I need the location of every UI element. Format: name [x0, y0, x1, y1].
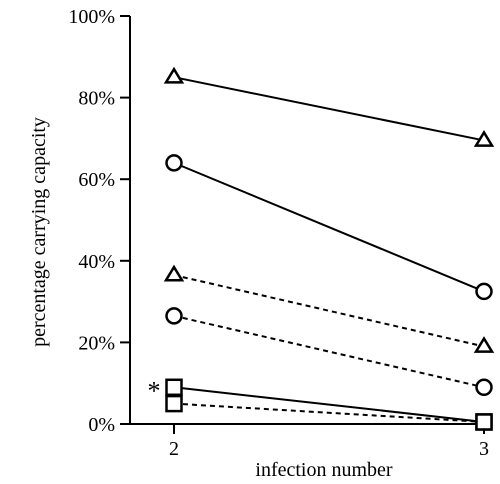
- y-tick-label: 20%: [78, 332, 115, 354]
- y-ticks: 0% 20% 40% 60% 80% 100%: [68, 6, 130, 436]
- series-line: [173, 76, 485, 142]
- series-line: [173, 274, 485, 348]
- triangle-marker: [473, 130, 495, 147]
- series-line: [173, 161, 485, 293]
- square-marker: [475, 413, 493, 431]
- annotations: *: [148, 376, 161, 405]
- triangle-marker: [473, 336, 495, 353]
- series-4: [165, 378, 493, 431]
- series-1: [165, 154, 493, 301]
- series-layer: [163, 66, 495, 431]
- y-tick-label: 40%: [78, 251, 115, 273]
- y-axis-title: percentage carrying capacity: [28, 117, 50, 347]
- circle-marker: [475, 282, 493, 301]
- series-0: [163, 66, 495, 147]
- axes: [129, 16, 490, 425]
- y-tick-label: 100%: [68, 6, 115, 28]
- y-tick-label: 60%: [78, 169, 115, 191]
- series-2: [163, 264, 495, 353]
- square-marker: [165, 378, 183, 397]
- circle-marker: [475, 378, 493, 397]
- x-tick-label: 2: [169, 438, 179, 460]
- square-marker: [165, 394, 183, 413]
- series-5: [165, 394, 493, 431]
- series-line: [173, 402, 485, 423]
- significance-asterisk: *: [148, 376, 161, 405]
- y-tick-label: 0%: [88, 414, 115, 436]
- circle-marker: [165, 154, 183, 172]
- series-3: [165, 307, 493, 397]
- triangle-marker: [163, 66, 185, 84]
- triangle-marker: [163, 264, 185, 282]
- series-line: [173, 314, 485, 389]
- x-axis-title: infection number: [255, 459, 393, 481]
- y-tick-label: 80%: [78, 88, 115, 110]
- x-tick-label: 3: [479, 438, 489, 460]
- circle-marker: [165, 307, 183, 325]
- series-line: [173, 386, 485, 423]
